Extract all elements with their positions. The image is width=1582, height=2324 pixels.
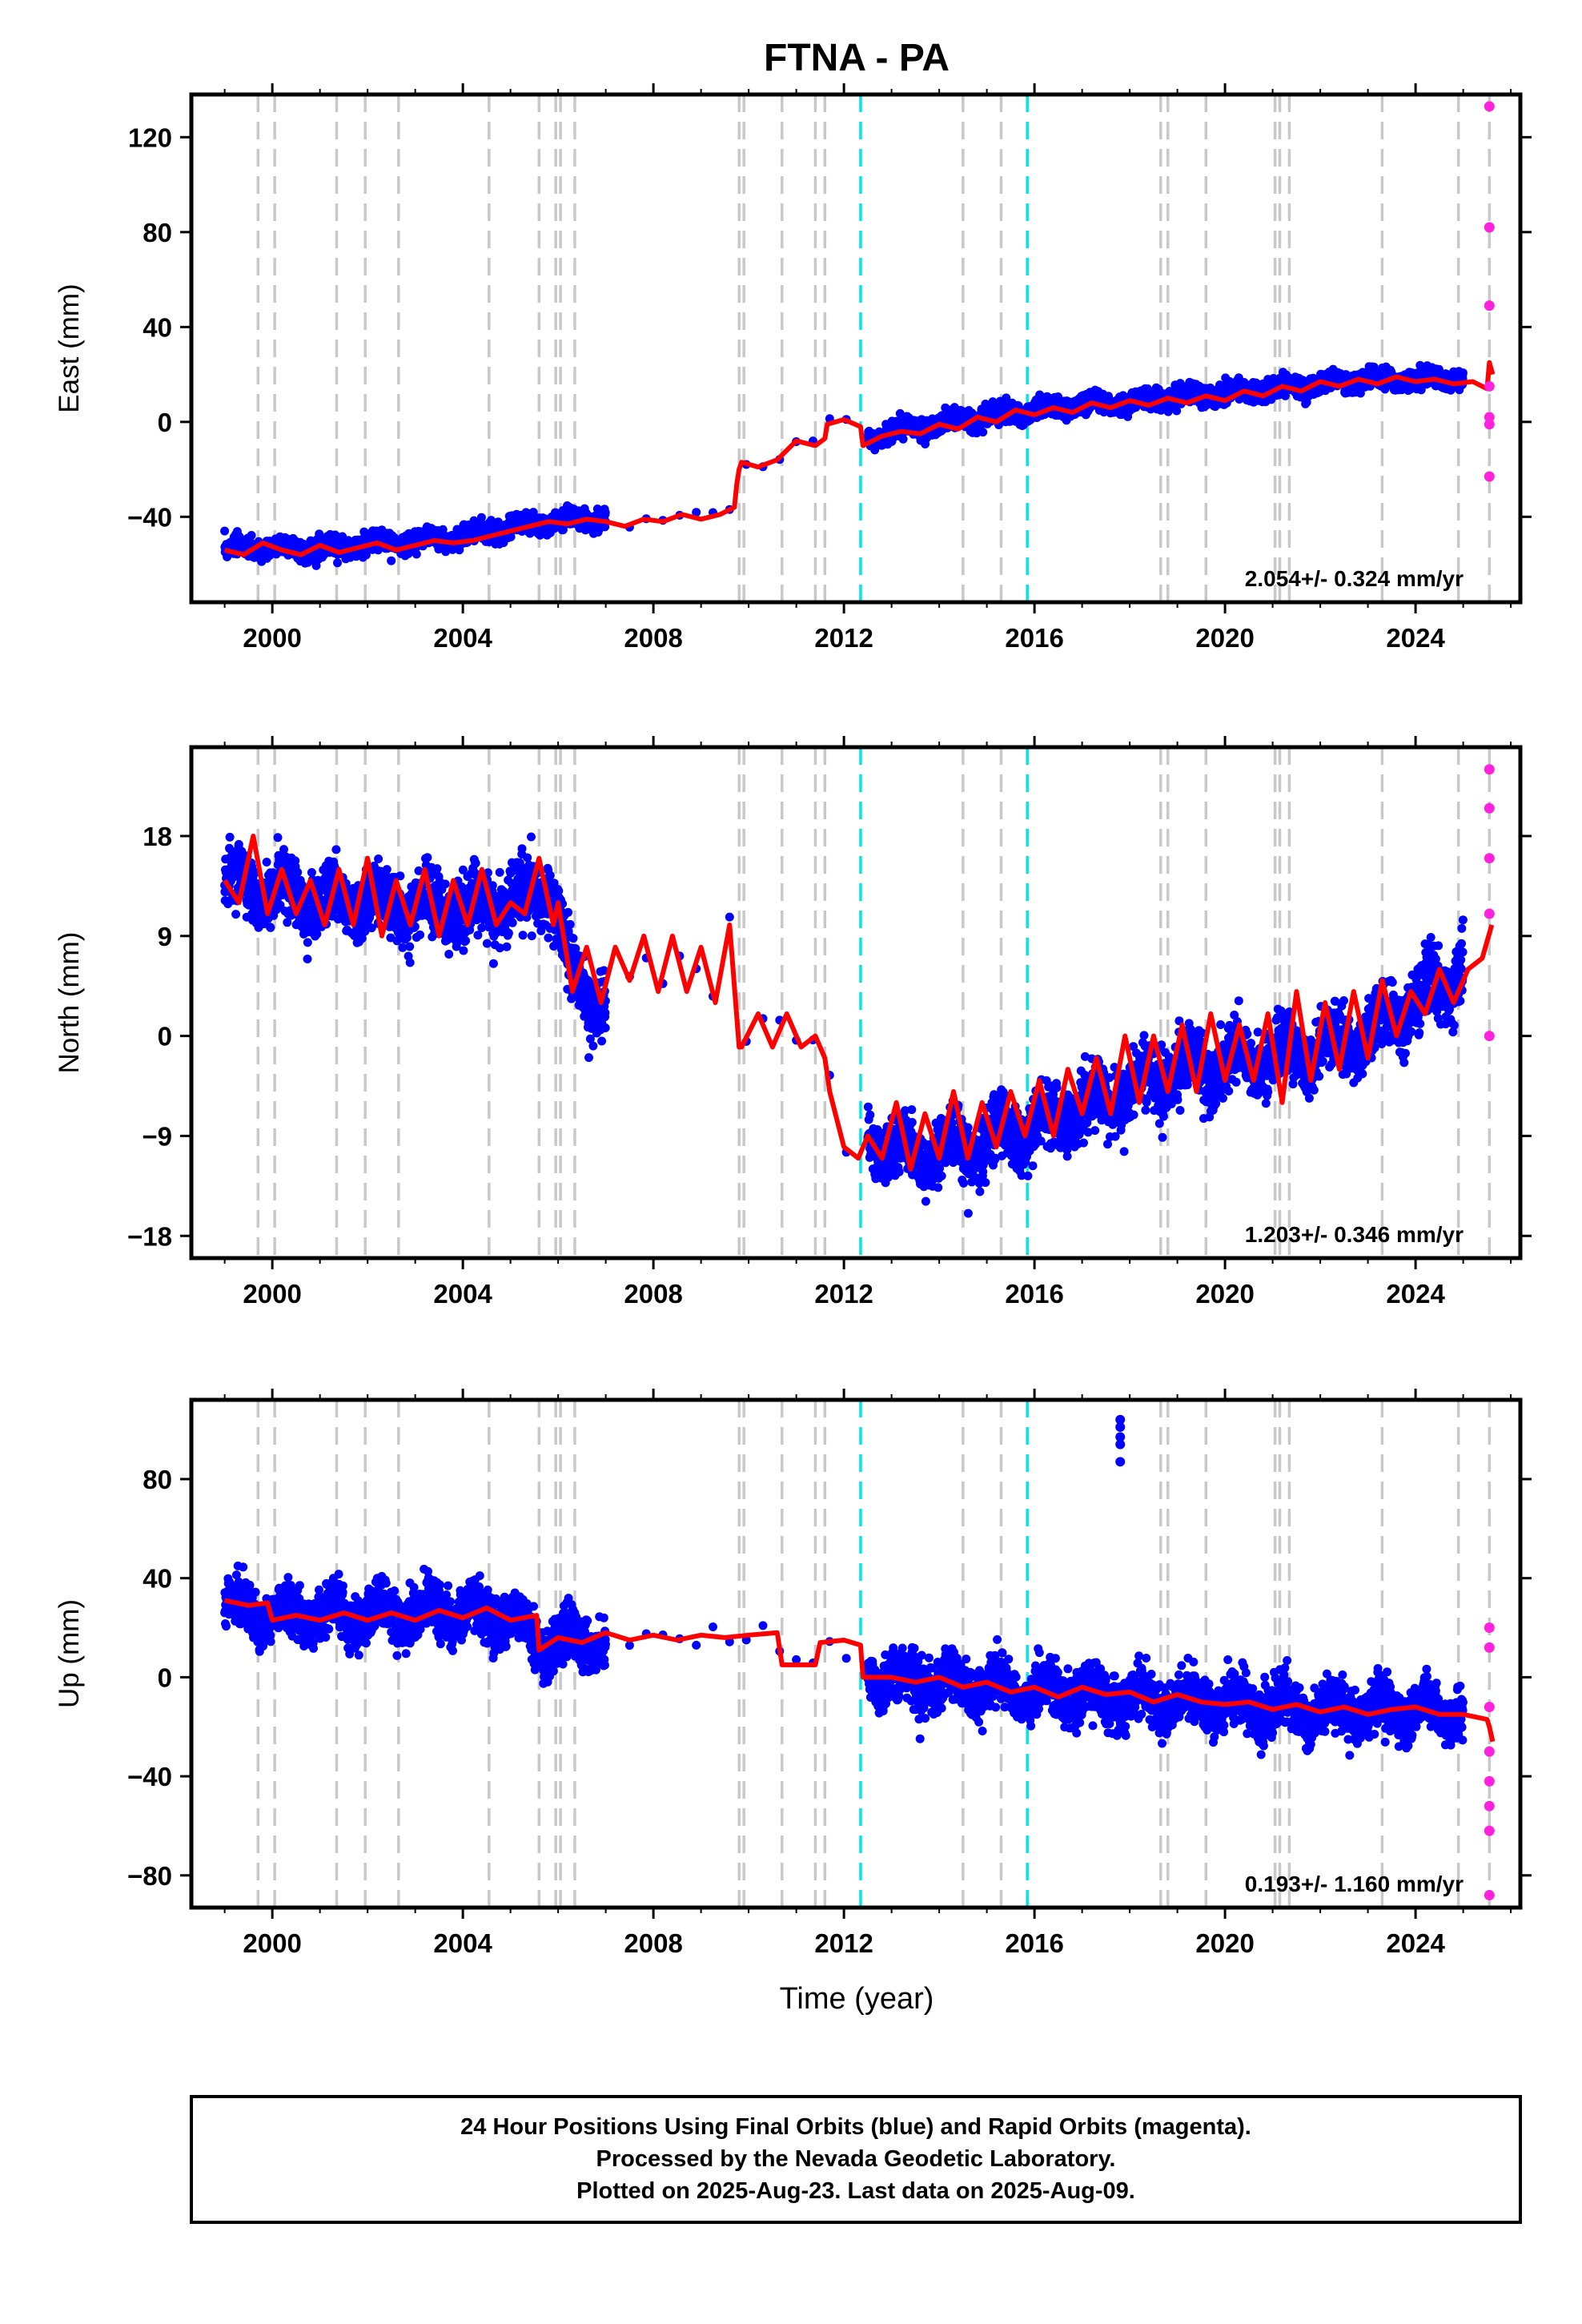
final-orbit-point (978, 428, 988, 437)
y-tick-label: 40 (143, 312, 172, 342)
rapid-orbit-point (1484, 300, 1495, 312)
rapid-orbit-point (1484, 471, 1495, 482)
final-orbit-point (247, 531, 256, 540)
x-tick-label: 2024 (1386, 623, 1445, 653)
rapid-orbit-point (1484, 101, 1495, 112)
x-tick-label: 2020 (1195, 623, 1254, 653)
east-model-line (223, 360, 1496, 557)
final-orbit-point (1172, 406, 1182, 416)
east-rate-label: 2.054+/- 0.324 mm/yr (1245, 566, 1464, 591)
chart-title: FTNA - PA (764, 37, 950, 79)
y-tick-label: 80 (143, 218, 172, 247)
final-orbit-point (220, 526, 230, 536)
final-orbit-point (225, 832, 235, 842)
rapid-orbit-point (1484, 222, 1495, 233)
x-tick-label: 2008 (624, 623, 682, 653)
final-orbit-point (387, 556, 396, 565)
x-tick-label: 2016 (1005, 623, 1063, 653)
east-y-axis-label: East (mm) (54, 283, 85, 412)
north-plot-area (220, 747, 1495, 1258)
final-orbit-point (231, 910, 241, 919)
final-orbit-point (1002, 393, 1011, 403)
east-plot-frame (189, 92, 1523, 605)
east-plot-area (220, 94, 1496, 602)
final-orbit-point (266, 923, 275, 932)
final-orbit-point (1458, 368, 1468, 378)
final-orbit-point (273, 833, 283, 842)
north-panel: 2000 2004 2008 2012 2016 2020 2024−18−90918Nor… (54, 736, 1532, 1309)
final-orbit-point (311, 561, 321, 570)
final-orbit-point (487, 516, 496, 525)
rapid-orbit-point (1484, 419, 1495, 430)
y-tick-label: −40 (127, 502, 172, 532)
x-tick-label: 2012 (814, 623, 873, 653)
final-orbit-point (476, 513, 486, 522)
final-orbit-point (412, 549, 421, 559)
y-tick-label: 0 (158, 408, 172, 437)
x-tick-label: 2000 (243, 623, 301, 653)
final-orbit-point (600, 508, 610, 517)
y-tick-label: 120 (128, 123, 172, 152)
final-orbit-point (262, 858, 271, 866)
final-orbit-point (898, 434, 908, 444)
final-orbit-point (333, 558, 342, 568)
east-panel: 2000 2004 2008 2012 2016 2020 2024 −40 0 40 80 120 E… (54, 83, 1532, 653)
x-tick-label: 2004 (433, 623, 492, 653)
rapid-orbit-point (1484, 380, 1495, 392)
